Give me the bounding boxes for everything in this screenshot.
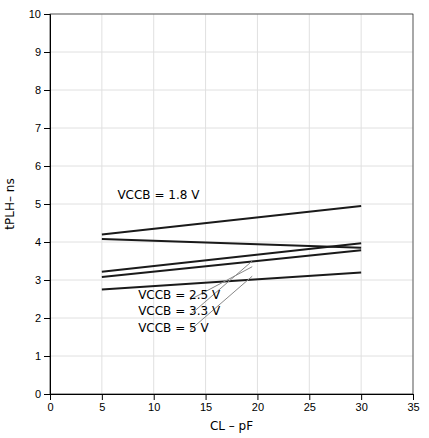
grid-line-y [50,356,413,357]
chart: 05101520253035012345678910VCCB = 1.8 VVC… [0,0,429,438]
y-tick-label: 8 [35,84,41,96]
y-tick-mark [44,14,50,15]
y-tick-mark [44,242,50,243]
y-tick: 0 [35,388,50,400]
x-axis: 0 5 10 15 20 25 30 35 [47,394,419,413]
y-tick-mark [44,280,50,281]
y-axis-line [44,15,51,395]
x-tick-mark [413,394,414,400]
annotations: VCCB = 1.8 V VCCB = 2.5 V VCCB = 3.3 V VCCB… [117,188,221,335]
y-tick-label: 5 [35,198,41,210]
y-tick-mark [44,166,50,167]
y-tick: 6 [35,160,50,172]
y-tick: 2 [35,312,50,324]
grid-line-y [50,128,413,129]
x-axis-label: CL – pF [210,419,253,433]
grid-line-y [50,52,413,53]
y-tick-label: 0 [35,388,41,400]
x-tick-label: 30 [356,401,368,413]
lines [102,206,361,330]
y-tick-label: 1 [35,350,41,362]
y-tick-label: 4 [35,236,41,248]
x-tick: 30 [356,394,368,413]
annotation: VCCB = 1.8 V [117,188,200,202]
x-tick-mark [309,394,310,400]
line [102,206,361,235]
x-tick-label: 35 [407,401,419,413]
x-tick-mark [154,394,155,400]
x-tick-label: 0 [47,401,53,413]
line [102,243,361,272]
y-tick-mark [44,90,50,91]
grid-line-y [50,204,413,205]
annotation: VCCB = 5 V [138,321,209,335]
y-tick: 10 [29,8,50,20]
y-tick-label: 10 [29,8,41,20]
y-tick-label: 3 [35,274,41,286]
y-tick-mark [44,394,50,395]
y-tick-mark [44,204,50,205]
annotation: VCCB = 2.5 V [138,288,221,302]
y-tick-mark [44,356,50,357]
plot: 05101520253035012345678910VCCB = 1.8 VVC… [29,8,420,413]
y-tick: 9 [35,46,50,58]
x-tick: 25 [304,394,316,413]
grid-line-y [50,90,413,91]
y-tick: 4 [35,236,50,248]
annotation: VCCB = 3.3 V [138,304,221,318]
x-tick: 10 [148,394,160,413]
x-tick: 0 [47,394,53,413]
x-axis-line [51,395,414,401]
x-tick: 5 [99,394,105,413]
y-tick-label: 6 [35,160,41,172]
y-tick-label: 2 [35,312,41,324]
x-tick: 15 [200,394,212,413]
grid-line-y [50,318,413,319]
x-tick-label: 25 [304,401,316,413]
y-tick-label: 7 [35,122,41,134]
grid [50,14,413,394]
y-tick-mark [44,128,50,129]
x-tick-label: 5 [99,401,105,413]
y-tick-label: 9 [35,46,41,58]
y-axis: 0 1 2 3 4 5 6 7 8 9 10 [29,8,51,400]
x-tick-label: 15 [200,401,212,413]
y-tick: 8 [35,84,50,96]
x-tick-label: 20 [252,401,264,413]
grid-line-y [50,166,413,167]
x-tick-mark [257,394,258,400]
line [102,250,361,277]
y-tick: 3 [35,274,50,286]
x-tick-mark [102,394,103,400]
line [102,239,361,248]
x-tick-mark [361,394,362,400]
x-tick: 35 [407,394,419,413]
y-tick: 5 [35,198,50,210]
x-tick-mark [206,394,207,400]
y-tick-mark [44,318,50,319]
x-tick-label: 10 [148,401,160,413]
plot-frame [50,14,413,394]
y-tick: 7 [35,122,50,134]
y-tick: 1 [35,350,50,362]
y-axis-label: tPLH– ns [3,178,17,229]
x-tick: 20 [252,394,264,413]
y-tick-mark [44,52,50,53]
